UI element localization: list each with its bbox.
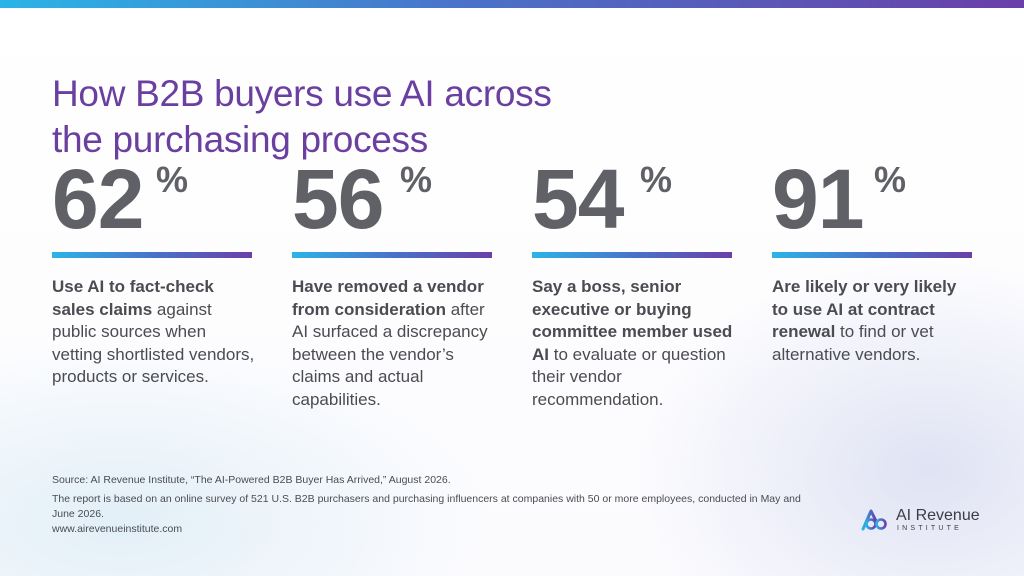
stat-value: 56: [292, 152, 384, 246]
stat-value: 91: [772, 152, 864, 246]
stat-highlight: Have removed a vendor from consideration: [292, 277, 484, 319]
source-citation: Source: AI Revenue Institute, “The AI-Po…: [52, 474, 451, 486]
stat-highlight: Use AI to fact-check sales claims: [52, 277, 214, 319]
stat-highlight: Are likely or very likely to use AI at c…: [772, 277, 957, 341]
title-line-1: How B2B buyers use AI across: [52, 72, 552, 114]
stat-number: 56 %: [292, 157, 497, 241]
survey-note: The report is based on an online survey …: [52, 493, 801, 520]
stat-unit: %: [400, 159, 432, 200]
page-title: How B2B buyers use AI across the purchas…: [52, 71, 752, 163]
logo-subtitle: INSTITUTE: [897, 525, 962, 532]
stat-unit: %: [640, 159, 672, 200]
stat-description: Use AI to fact-check sales claims agains…: [52, 276, 257, 389]
stat-description: Say a boss, senior executive or buying c…: [532, 276, 737, 411]
stat-description: Are likely or very likely to use AI at c…: [772, 276, 977, 366]
stat-removed-vendor: 56 % Have removed a vendor from consider…: [292, 157, 497, 409]
stat-description: Have removed a vendor from consideration…: [292, 276, 497, 411]
stat-divider: [52, 252, 252, 258]
stat-value: 54: [532, 152, 624, 246]
stat-fact-check: 62 % Use AI to fact-check sales claims a…: [52, 157, 257, 386]
source-footnote: Source: AI Revenue Institute, “The AI-Po…: [52, 473, 812, 537]
stat-detail: against public sources when vetting shor…: [52, 299, 255, 387]
stat-divider: [772, 252, 972, 258]
stat-highlight: Say a boss, senior executive or buying c…: [532, 277, 733, 364]
stat-unit: %: [874, 159, 906, 200]
stat-divider: [292, 252, 492, 258]
stat-detail: to find or vet alternative vendors.: [772, 322, 934, 364]
stat-boss-used-ai: 54 % Say a boss, senior executive or buy…: [532, 157, 737, 409]
brand-logo: AI Revenue INSTITUTE: [860, 506, 980, 538]
stat-divider: [532, 252, 732, 258]
logo-name: AI Revenue: [896, 507, 980, 524]
stat-number: 62 %: [52, 157, 257, 241]
stat-detail: to evaluate or question their vendor rec…: [532, 344, 726, 409]
website-url: www.airevenueinstitute.com: [52, 523, 183, 535]
stat-number: 54 %: [532, 157, 737, 241]
stat-contract-renewal: 91 % Are likely or very likely to use AI…: [772, 157, 977, 364]
stat-unit: %: [156, 159, 188, 200]
title-line-2: the purchasing process: [52, 118, 428, 160]
stat-detail: after AI surfaced a discrepancy between …: [292, 299, 488, 409]
ai-revenue-logo-icon: [861, 509, 888, 531]
stat-number: 91 %: [772, 157, 977, 241]
top-gradient-bar: [0, 0, 1024, 8]
stat-value: 62: [52, 152, 144, 246]
